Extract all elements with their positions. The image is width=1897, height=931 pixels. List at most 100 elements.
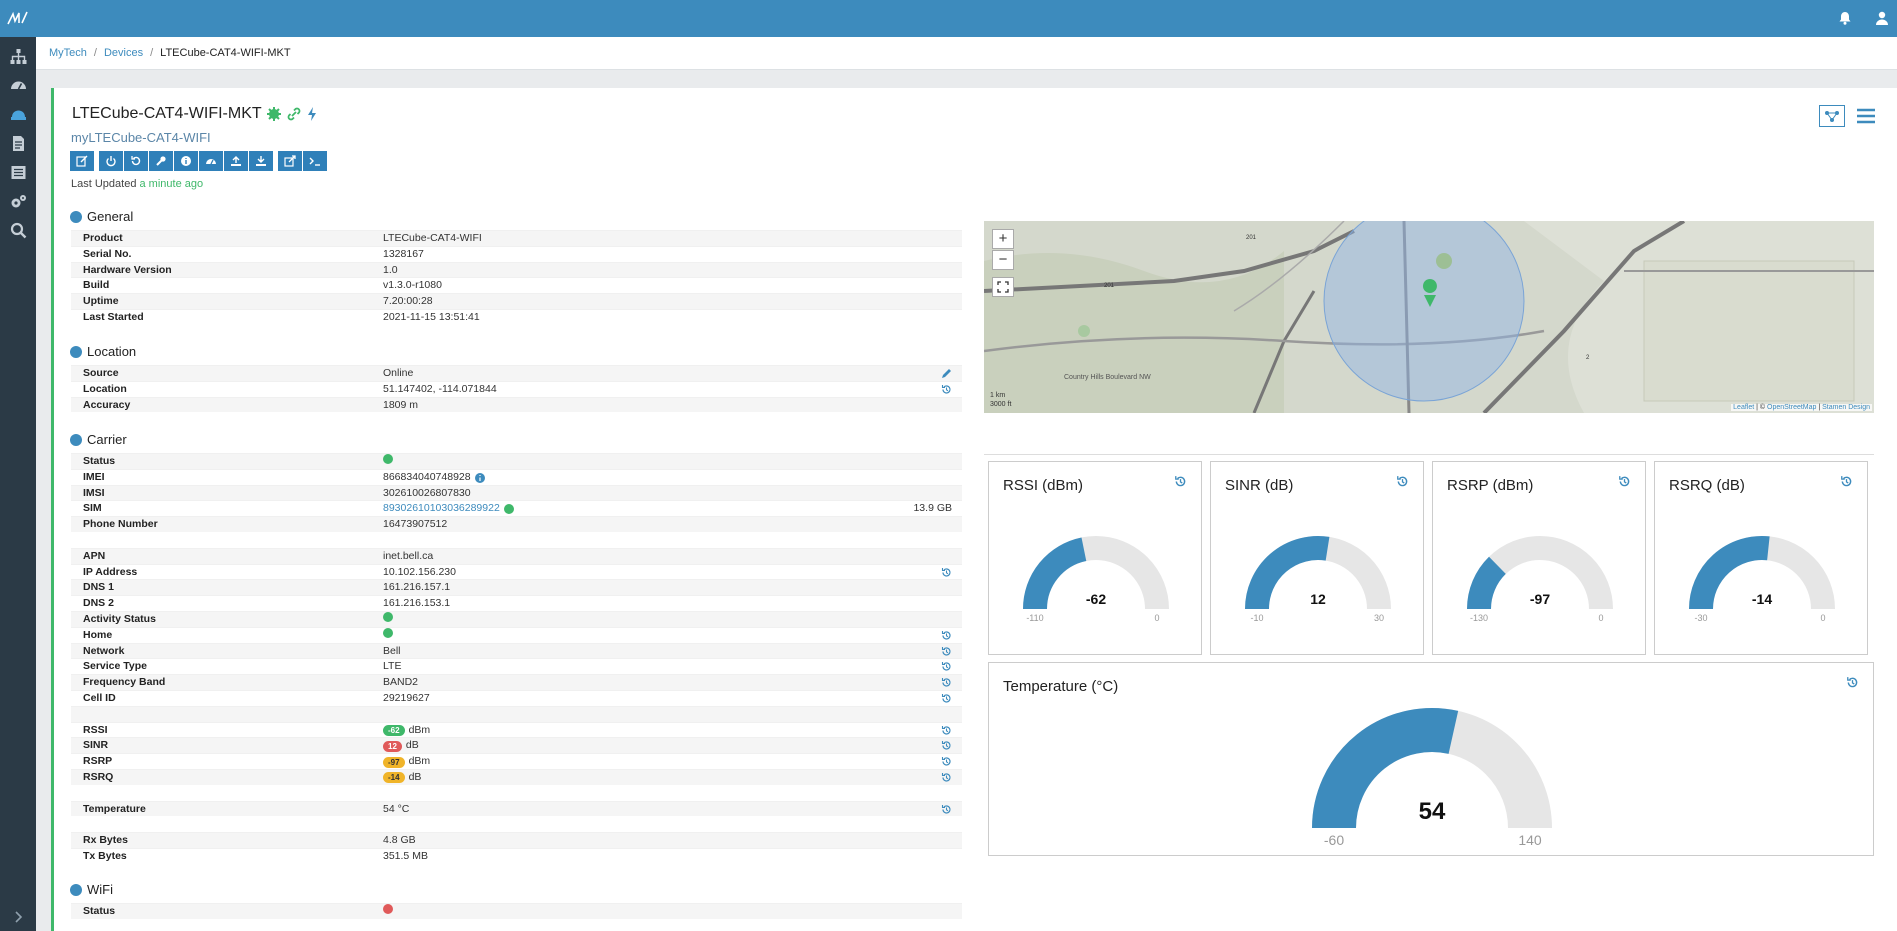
table-row: Service Type LTE xyxy=(71,658,962,674)
sim-usage: 13.9 GB xyxy=(913,502,952,515)
power-button[interactable] xyxy=(99,151,123,171)
topology-icon[interactable] xyxy=(1819,105,1845,127)
bell-icon[interactable] xyxy=(1837,10,1853,26)
info-button[interactable] xyxy=(174,151,198,171)
gauge-value: 12 xyxy=(1310,591,1326,607)
history-icon[interactable] xyxy=(941,693,952,704)
osm-link[interactable]: OpenStreetMap xyxy=(1767,404,1817,411)
row-label: RSRP xyxy=(83,755,113,768)
download-button[interactable] xyxy=(249,151,273,171)
link-icon xyxy=(287,107,301,121)
gauge-min: -30 xyxy=(1694,613,1708,623)
row-label: DNS 1 xyxy=(83,581,114,594)
last-updated-value: a minute ago xyxy=(139,178,204,190)
chevron-right-icon[interactable] xyxy=(10,909,26,925)
history-icon[interactable] xyxy=(941,756,952,767)
history-icon[interactable] xyxy=(1840,475,1853,488)
divider xyxy=(984,454,1874,455)
dashboard-icon xyxy=(10,81,26,89)
gauge-max: 0 xyxy=(1820,613,1826,623)
location-map[interactable]: 201 201 2 Country Hills Boulevard NW + −… xyxy=(984,221,1874,413)
history-icon[interactable] xyxy=(941,804,952,815)
table-row: Frequency Band BAND2 xyxy=(71,674,962,690)
row-label: Home xyxy=(83,628,113,641)
configure-button[interactable] xyxy=(149,151,173,171)
row-label: Build xyxy=(83,279,110,292)
attribution-sep: | © xyxy=(1754,404,1767,411)
unit: dBm xyxy=(408,755,431,768)
gauge-fill xyxy=(1689,536,1770,610)
row-label: Last Started xyxy=(83,310,144,323)
row-value: BAND2 xyxy=(383,676,419,689)
sidebar-item-reports[interactable] xyxy=(0,128,36,158)
power-bolt-icon xyxy=(307,107,316,121)
logo-icon[interactable] xyxy=(7,9,31,27)
leaflet-link[interactable]: Leaflet xyxy=(1733,404,1755,411)
history-icon[interactable] xyxy=(941,661,952,672)
wifi-table: Status xyxy=(71,903,962,919)
breadcrumb-devices[interactable]: Devices xyxy=(103,47,144,59)
open-external-button[interactable] xyxy=(278,151,302,171)
row-label: APN xyxy=(83,549,106,562)
carrier-table: Status IMEI 866834040748928 IMSI 302610026… xyxy=(71,453,962,864)
gauge-min: -10 xyxy=(1250,613,1264,623)
sidebar-item-logs[interactable] xyxy=(0,157,36,187)
status-ok-dot xyxy=(383,627,393,638)
sidebar-item-settings[interactable] xyxy=(0,186,36,216)
history-icon[interactable] xyxy=(941,725,952,736)
sidebar-item-devices[interactable] xyxy=(0,99,36,129)
history-icon[interactable] xyxy=(1174,475,1187,488)
sidebar-item-dashboard[interactable] xyxy=(0,70,36,100)
history-icon[interactable] xyxy=(941,677,952,688)
reboot-button[interactable] xyxy=(124,151,148,171)
zoom-in-button[interactable]: + xyxy=(992,229,1014,249)
table-row: IMSI 302610026807830 xyxy=(71,484,962,501)
history-icon[interactable] xyxy=(941,772,952,783)
terminal-button[interactable] xyxy=(303,151,327,171)
history-icon[interactable] xyxy=(1618,475,1631,488)
history-icon[interactable] xyxy=(941,740,952,751)
breadcrumb: MyTech / Devices / LTECube-CAT4-WIFI-MKT xyxy=(36,37,1897,70)
pencil-icon[interactable] xyxy=(941,368,952,379)
wrench-icon xyxy=(156,156,166,166)
action-toolbar xyxy=(70,151,327,171)
sitemap-icon xyxy=(10,48,26,64)
menu-icon[interactable] xyxy=(1855,106,1877,126)
gauge-title: RSRQ (dB) xyxy=(1669,477,1745,494)
breadcrumb-mytech[interactable]: MyTech xyxy=(49,47,87,59)
history-icon[interactable] xyxy=(941,384,952,395)
upload-button[interactable] xyxy=(224,151,248,171)
sidebar-item-hierarchy[interactable] xyxy=(0,41,36,71)
map-attribution: Leaflet | © OpenStreetMap | Stamen Desig… xyxy=(1731,404,1872,411)
gauge-max: 140 xyxy=(1518,832,1542,848)
section-dot xyxy=(70,345,82,358)
scale-km: 1 km xyxy=(990,392,1006,399)
gauge-min: -110 xyxy=(1026,613,1044,623)
history-icon[interactable] xyxy=(941,630,952,641)
edit-button[interactable] xyxy=(70,151,94,171)
history-icon[interactable] xyxy=(941,646,952,657)
zoom-out-button[interactable]: − xyxy=(992,250,1014,270)
sim-link[interactable]: 89302610103036289922 xyxy=(383,502,500,515)
road-label: 201 xyxy=(1104,283,1115,289)
upload-icon xyxy=(231,156,241,166)
stamen-link[interactable]: Stamen Design xyxy=(1822,404,1870,411)
table-row: DNS 2 161.216.153.1 xyxy=(71,595,962,611)
speedtest-button[interactable] xyxy=(199,151,223,171)
row-value: 351.5 MB xyxy=(383,849,428,862)
location-marker-icon[interactable] xyxy=(1424,295,1436,307)
fullscreen-button[interactable] xyxy=(992,277,1014,297)
history-icon[interactable] xyxy=(1396,475,1409,488)
section-title: Location xyxy=(87,344,137,359)
row-label: Accuracy xyxy=(83,398,131,411)
gauge-card: RSRQ (dB) -14 -30 0 xyxy=(1654,461,1868,655)
map-tiles: 201 201 2 Country Hills Boulevard NW xyxy=(984,221,1874,413)
gauge-fill xyxy=(1023,537,1087,610)
user-icon[interactable] xyxy=(1874,10,1890,26)
status-ok-dot xyxy=(503,504,514,515)
info-icon[interactable] xyxy=(474,472,485,483)
row-value: inet.bell.ca xyxy=(383,549,434,562)
sidebar-item-search[interactable] xyxy=(0,215,36,245)
history-icon[interactable] xyxy=(1846,676,1859,689)
history-icon[interactable] xyxy=(941,567,952,578)
